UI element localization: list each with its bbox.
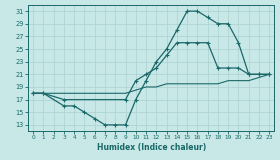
X-axis label: Humidex (Indice chaleur): Humidex (Indice chaleur) <box>97 143 206 152</box>
